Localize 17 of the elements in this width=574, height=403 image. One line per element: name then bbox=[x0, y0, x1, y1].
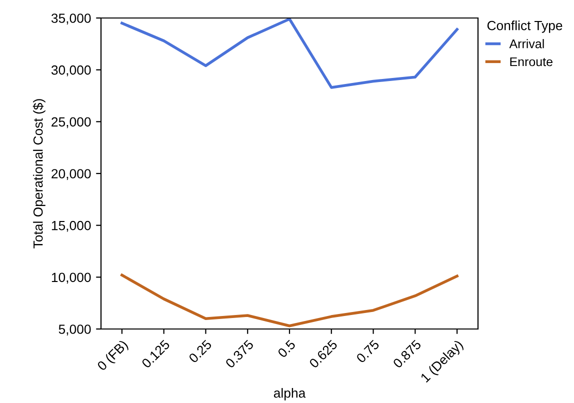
x-axis-title: alpha bbox=[274, 388, 306, 400]
y-tick-label: 10,000 bbox=[52, 272, 91, 284]
x-tick-label: 0.25 bbox=[188, 339, 212, 364]
legend-label: Arrival bbox=[509, 39, 544, 48]
y-tick-label: 15,000 bbox=[52, 220, 91, 232]
y-tick-label: 20,000 bbox=[52, 169, 91, 180]
y-tick-label: 5,000 bbox=[58, 324, 91, 336]
y-axis-title: Total Operational Cost ($) bbox=[32, 99, 46, 248]
legend-title: Conflict Type bbox=[487, 20, 562, 33]
y-tick-label: 30,000 bbox=[51, 65, 91, 76]
y-tick-label: 25,000 bbox=[52, 117, 91, 128]
y-tick-label: 35,000 bbox=[51, 14, 91, 24]
x-tick-label: 0.5 bbox=[277, 339, 296, 358]
legend-label: Enroute bbox=[510, 57, 552, 66]
line-series bbox=[120, 274, 458, 328]
line-series bbox=[120, 18, 458, 89]
x-tick-label: 0.75 bbox=[356, 339, 380, 364]
